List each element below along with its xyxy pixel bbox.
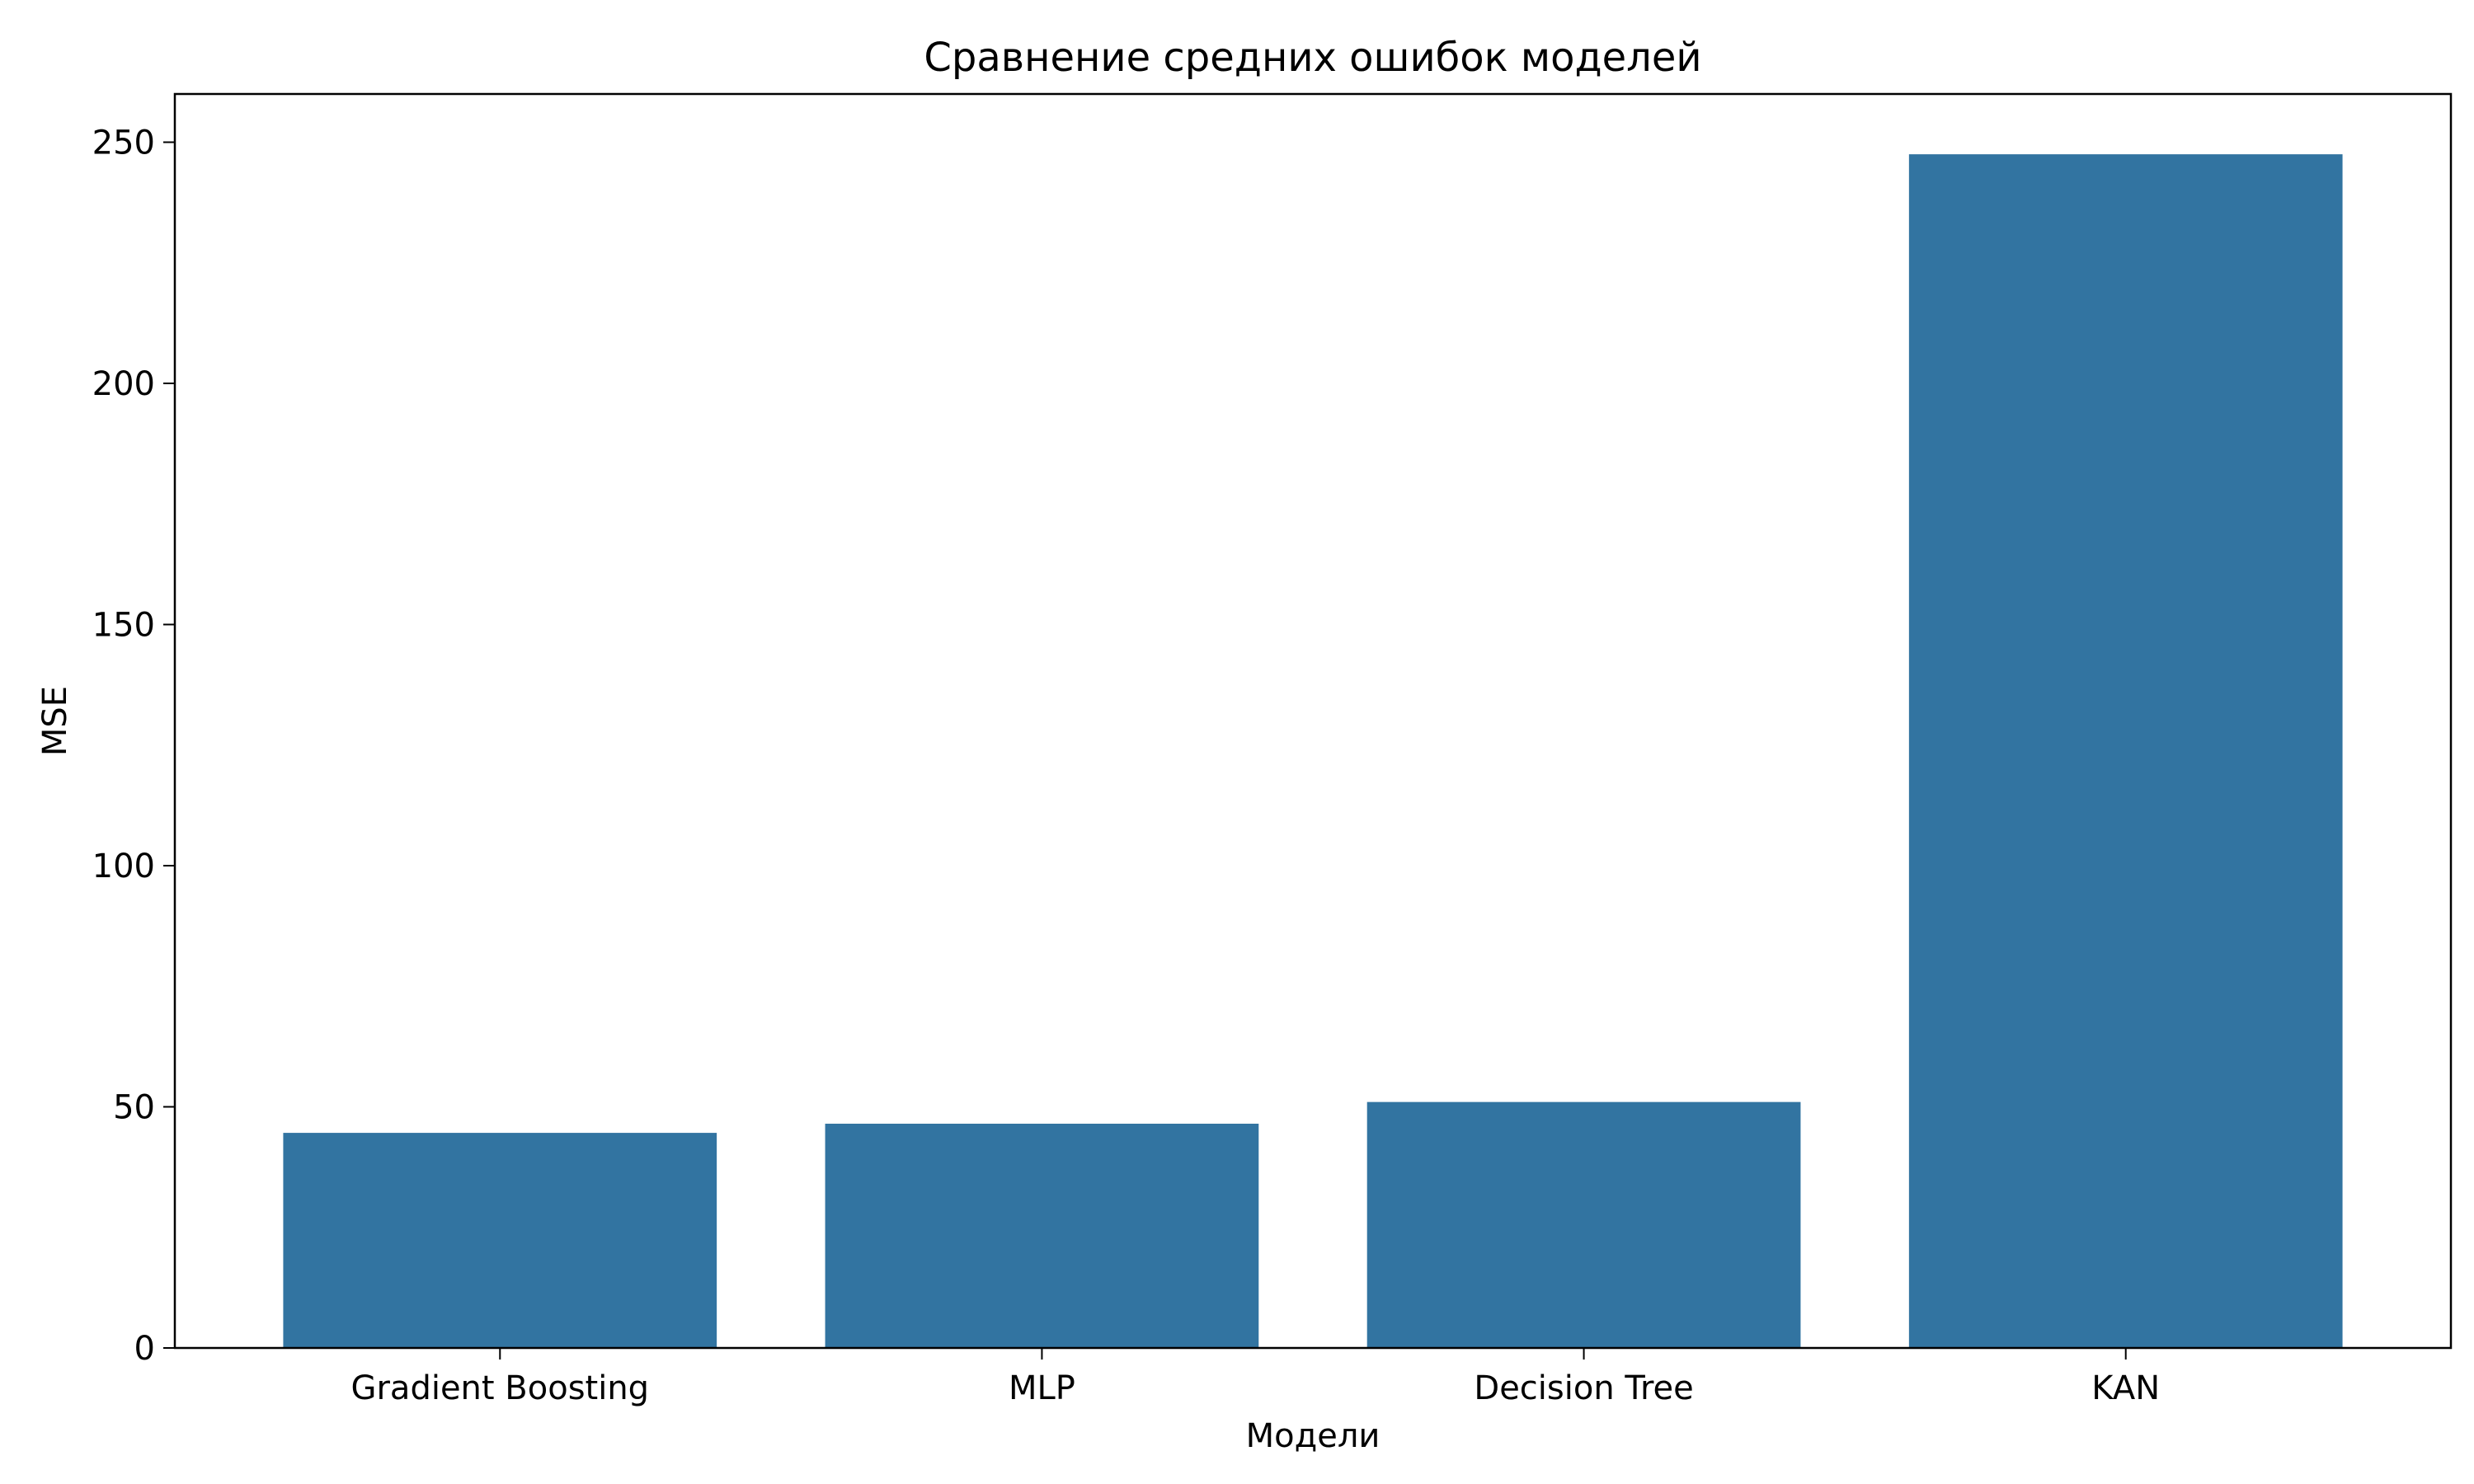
plot-frame	[173, 92, 2453, 1350]
y-tick-label: 250	[92, 124, 155, 162]
ticks-layer: Gradient Boosting MLP Decision Tree KAN 0 50 1…	[92, 124, 2160, 1408]
bar-decision-tree	[1366, 1101, 1801, 1348]
y-axis-title: MSE	[36, 686, 74, 756]
bar-mlp	[825, 1123, 1259, 1348]
y-tick-label: 100	[92, 848, 155, 885]
x-axis-title: Модели	[1246, 1417, 1380, 1455]
y-tick-label: 150	[92, 607, 155, 645]
x-tick-label: Gradient Boosting	[350, 1369, 649, 1407]
chart-title: Сравнение средних ошибок моделей	[924, 35, 1701, 81]
x-tick-label: MLP	[1009, 1369, 1075, 1407]
bar-gradient-boosting	[283, 1133, 717, 1348]
y-tick-label: 50	[113, 1089, 155, 1127]
x-tick-label: Decision Tree	[1474, 1369, 1693, 1407]
bars-layer	[283, 154, 2343, 1348]
y-tick-label: 200	[92, 365, 155, 403]
bar-kan	[1908, 154, 2343, 1348]
y-tick-label: 0	[134, 1330, 155, 1368]
x-tick-label: KAN	[2091, 1369, 2160, 1407]
